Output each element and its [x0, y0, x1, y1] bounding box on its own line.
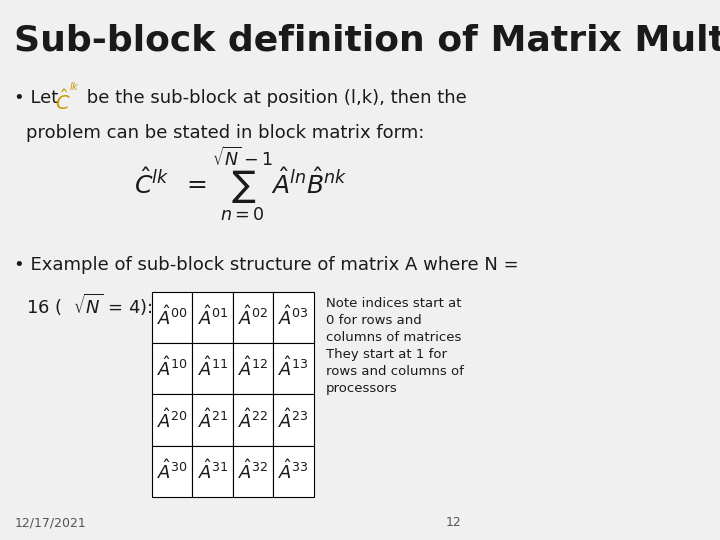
FancyBboxPatch shape: [233, 446, 274, 497]
FancyBboxPatch shape: [192, 292, 233, 343]
Text: $\hat{C}$: $\hat{C}$: [55, 89, 71, 114]
Text: $\hat{A}^{23}$: $\hat{A}^{23}$: [278, 408, 309, 431]
Text: $\hat{A}^{03}$: $\hat{A}^{03}$: [278, 306, 309, 329]
Text: $\hat{C}^{lk}$: $\hat{C}^{lk}$: [135, 168, 170, 199]
Text: $\sum_{n=0}^{\sqrt{N}-1}$: $\sum_{n=0}^{\sqrt{N}-1}$: [212, 144, 273, 223]
Text: $\hat{A}^{21}$: $\hat{A}^{21}$: [197, 408, 228, 431]
FancyBboxPatch shape: [274, 446, 314, 497]
Text: 16 (  $\sqrt{N}$ = 4):: 16 ( $\sqrt{N}$ = 4):: [26, 292, 153, 318]
FancyBboxPatch shape: [233, 292, 274, 343]
Text: $\hat{A}^{11}$: $\hat{A}^{11}$: [197, 357, 228, 380]
Text: $\hat{A}^{10}$: $\hat{A}^{10}$: [157, 357, 188, 380]
Text: $\hat{A}^{ln}\hat{B}^{nk}$: $\hat{A}^{ln}\hat{B}^{nk}$: [271, 168, 347, 199]
FancyBboxPatch shape: [274, 292, 314, 343]
Text: $\hat{A}^{13}$: $\hat{A}^{13}$: [278, 357, 309, 380]
Text: $\hat{A}^{20}$: $\hat{A}^{20}$: [157, 408, 188, 431]
Text: problem can be stated in block matrix form:: problem can be stated in block matrix fo…: [26, 124, 425, 142]
FancyBboxPatch shape: [233, 343, 274, 394]
Text: be the sub-block at position (l,k), then the: be the sub-block at position (l,k), then…: [81, 89, 467, 107]
FancyBboxPatch shape: [152, 394, 192, 446]
Text: • Example of sub-block structure of matrix A where N =: • Example of sub-block structure of matr…: [14, 256, 519, 274]
Text: $^{lk}$: $^{lk}$: [69, 83, 80, 97]
FancyBboxPatch shape: [152, 292, 192, 343]
Text: $\hat{A}^{32}$: $\hat{A}^{32}$: [238, 460, 268, 483]
Text: $\hat{A}^{02}$: $\hat{A}^{02}$: [238, 306, 268, 329]
Text: $\hat{A}^{12}$: $\hat{A}^{12}$: [238, 357, 268, 380]
Text: • Let: • Let: [14, 89, 64, 107]
FancyBboxPatch shape: [274, 343, 314, 394]
FancyBboxPatch shape: [274, 394, 314, 446]
FancyBboxPatch shape: [233, 394, 274, 446]
FancyBboxPatch shape: [192, 394, 233, 446]
Text: $\hat{A}^{30}$: $\hat{A}^{30}$: [157, 460, 188, 483]
FancyBboxPatch shape: [152, 343, 192, 394]
Text: Sub-block definition of Matrix Multiply: Sub-block definition of Matrix Multiply: [14, 24, 720, 58]
Text: $\hat{A}^{00}$: $\hat{A}^{00}$: [157, 306, 188, 329]
FancyBboxPatch shape: [192, 343, 233, 394]
Text: $\hat{A}^{01}$: $\hat{A}^{01}$: [197, 306, 228, 329]
Text: $=$: $=$: [182, 172, 207, 195]
Text: $\hat{A}^{31}$: $\hat{A}^{31}$: [197, 460, 228, 483]
Text: $\hat{A}^{22}$: $\hat{A}^{22}$: [238, 408, 268, 431]
Text: $\hat{A}^{33}$: $\hat{A}^{33}$: [278, 460, 309, 483]
Text: 12/17/2021: 12/17/2021: [14, 516, 86, 529]
FancyBboxPatch shape: [192, 446, 233, 497]
FancyBboxPatch shape: [152, 446, 192, 497]
Text: 12: 12: [445, 516, 461, 529]
Text: Note indices start at
0 for rows and
columns of matrices
They start at 1 for
row: Note indices start at 0 for rows and col…: [325, 297, 464, 395]
